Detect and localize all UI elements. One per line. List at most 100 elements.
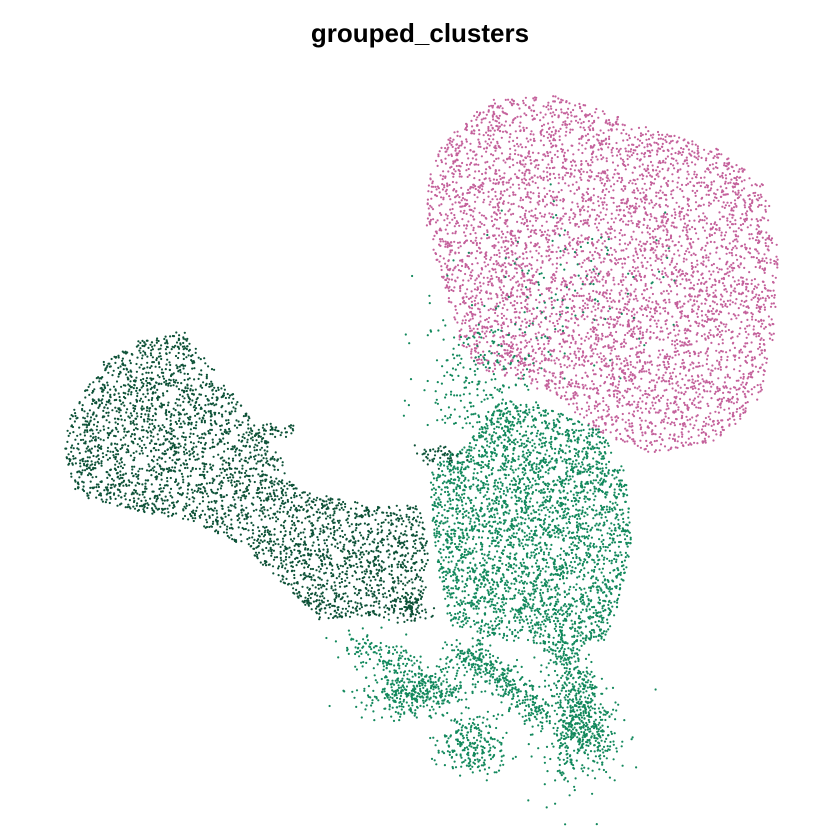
scatter-point bbox=[612, 201, 615, 204]
scatter-point bbox=[595, 133, 598, 136]
scatter-point bbox=[589, 129, 592, 132]
scatter-point bbox=[683, 214, 686, 218]
scatter-point bbox=[431, 208, 435, 211]
scatter-point bbox=[756, 220, 759, 223]
scatter-point bbox=[599, 384, 602, 387]
scatter-point bbox=[525, 114, 528, 117]
scatter-point bbox=[562, 254, 565, 257]
scatter-point bbox=[560, 345, 563, 348]
scatter-point bbox=[494, 311, 497, 315]
scatter-point bbox=[577, 237, 580, 240]
scatter-point bbox=[644, 419, 647, 422]
scatter-point bbox=[606, 179, 609, 183]
scatter-point bbox=[670, 290, 673, 293]
scatter-point bbox=[458, 150, 461, 153]
scatter-point bbox=[709, 202, 713, 205]
scatter-point bbox=[491, 104, 495, 107]
scatter-point bbox=[524, 156, 528, 160]
scatter-point bbox=[625, 247, 628, 250]
scatter-point bbox=[627, 134, 631, 137]
scatter-point bbox=[649, 264, 652, 267]
scatter-point bbox=[454, 147, 457, 150]
scatter-point bbox=[755, 306, 758, 309]
scatter-point bbox=[610, 416, 613, 419]
scatter-point bbox=[602, 396, 605, 400]
scatter-point bbox=[587, 408, 591, 411]
scatter-point bbox=[540, 255, 543, 258]
scatter-point bbox=[724, 204, 728, 207]
scatter-point bbox=[596, 389, 600, 392]
scatter-point bbox=[506, 188, 509, 191]
scatter-point bbox=[712, 262, 716, 266]
scatter-point bbox=[675, 338, 678, 342]
scatter-point bbox=[526, 308, 529, 311]
scatter-point bbox=[690, 436, 693, 439]
scatter-point bbox=[494, 169, 497, 172]
scatter-point bbox=[608, 179, 611, 182]
scatter-point bbox=[589, 387, 592, 390]
scatter-point bbox=[608, 137, 611, 141]
scatter-point bbox=[674, 282, 677, 285]
scatter-point bbox=[725, 246, 728, 249]
scatter-point bbox=[661, 191, 664, 194]
scatter-point bbox=[622, 220, 625, 223]
scatter-point bbox=[759, 390, 762, 393]
scatter-point bbox=[427, 184, 430, 187]
scatter-point bbox=[683, 274, 687, 277]
scatter-point bbox=[540, 215, 543, 218]
scatter-point bbox=[583, 114, 587, 117]
scatter-point bbox=[477, 246, 481, 249]
scatter-point bbox=[604, 357, 607, 360]
scatter-point bbox=[622, 209, 626, 212]
scatter-point bbox=[735, 401, 739, 404]
scatter-point bbox=[616, 154, 619, 157]
scatter-point bbox=[608, 373, 611, 376]
scatter-point bbox=[768, 296, 771, 299]
scatter-point bbox=[529, 250, 532, 253]
scatter-point bbox=[601, 203, 605, 206]
scatter-point bbox=[645, 198, 648, 201]
scatter-point bbox=[550, 300, 553, 303]
scatter-point bbox=[664, 412, 667, 415]
scatter-point bbox=[679, 151, 682, 154]
scatter-point bbox=[627, 300, 631, 304]
scatter-point bbox=[710, 385, 713, 388]
scatter-point bbox=[519, 121, 522, 124]
scatter-point bbox=[504, 239, 507, 242]
scatter-point bbox=[657, 368, 660, 371]
scatter-point bbox=[537, 195, 541, 198]
scatter-point bbox=[755, 293, 758, 296]
scatter-point bbox=[493, 246, 496, 249]
scatter-point bbox=[664, 415, 667, 418]
scatter-point bbox=[602, 292, 605, 295]
scatter-point bbox=[571, 336, 574, 339]
scatter-point bbox=[539, 131, 542, 135]
scatter-point bbox=[574, 391, 577, 394]
scatter-point bbox=[752, 296, 755, 299]
scatter-point bbox=[639, 321, 642, 324]
scatter-point bbox=[688, 398, 692, 401]
scatter-point bbox=[479, 298, 483, 301]
scatter-point bbox=[750, 184, 754, 187]
scatter-point bbox=[584, 104, 587, 107]
scatter-point bbox=[641, 331, 644, 334]
scatter-point bbox=[735, 393, 739, 396]
scatter-point bbox=[562, 112, 566, 115]
scatter-point bbox=[578, 105, 582, 108]
scatter-point bbox=[528, 278, 531, 281]
scatter-point bbox=[774, 305, 777, 308]
scatter-point bbox=[532, 307, 535, 311]
scatter-point bbox=[600, 172, 603, 175]
scatter-point bbox=[618, 358, 621, 361]
scatter-point bbox=[593, 250, 597, 253]
scatter-point bbox=[521, 331, 524, 335]
scatter-point bbox=[679, 306, 682, 309]
scatter-point bbox=[735, 410, 738, 413]
scatter-point bbox=[717, 152, 721, 156]
scatter-point bbox=[758, 197, 761, 200]
scatter-point bbox=[585, 414, 588, 417]
scatter-point bbox=[471, 314, 474, 318]
scatter-point bbox=[724, 174, 727, 177]
scatter-point bbox=[739, 217, 742, 220]
scatter-point bbox=[682, 162, 685, 165]
